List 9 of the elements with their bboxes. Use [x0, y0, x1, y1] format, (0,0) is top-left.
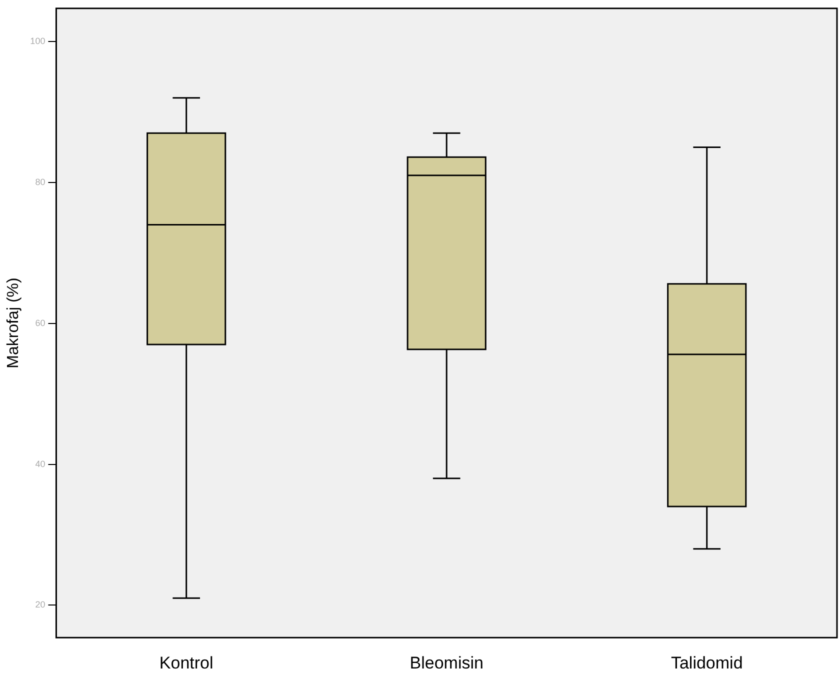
x-tick-label: Bleomisin [410, 653, 484, 672]
y-tick-label: 40 [35, 458, 46, 469]
y-tick-label: 20 [35, 600, 46, 610]
x-tick-label: Kontrol [159, 653, 214, 672]
y-tick-label: 60 [35, 318, 46, 328]
y-tick-label: 100 [30, 36, 46, 46]
x-tick-label: Talidomid [670, 653, 743, 672]
y-tick-label: 80 [35, 176, 46, 187]
y-axis-title: Makrofaj (%) [5, 278, 22, 368]
